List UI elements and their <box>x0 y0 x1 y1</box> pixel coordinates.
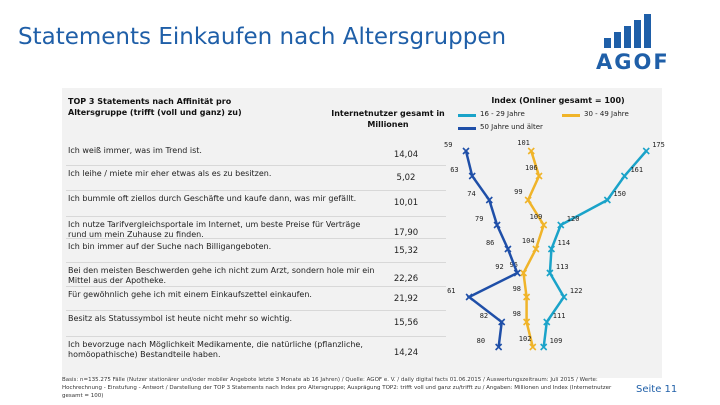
series-marker <box>540 221 548 229</box>
data-label: 161 <box>630 166 643 174</box>
statement-label: Ich bummle oft ziellos durch Geschäfte u… <box>68 194 357 203</box>
series-marker <box>560 293 568 301</box>
internetnutzer-value: 5,02 <box>396 173 416 183</box>
data-label: 102 <box>519 335 532 343</box>
data-label: 120 <box>567 215 580 223</box>
footnote: Basis: n=135.275 Fälle (Nutzer stationär… <box>62 377 612 399</box>
statement-label: Für gewöhnlich gehe ich mit einem Einkau… <box>68 290 312 299</box>
legend-line-16-29 <box>458 114 476 117</box>
series-marker <box>468 172 476 180</box>
data-label: 106 <box>525 164 538 172</box>
data-label: 104 <box>522 237 535 245</box>
page-title: Statements Einkaufen nach Altersgruppen <box>18 24 507 50</box>
internetnutzer-value: 15,56 <box>393 318 419 328</box>
statement-label: Besitz als Statussymbol ist heute nicht … <box>68 314 293 323</box>
internetnutzer-value: 17,90 <box>393 228 419 238</box>
internetnutzer-header: Internetnutzer gesamt in Millionen <box>331 109 445 129</box>
series-marker <box>543 318 551 326</box>
statement-label: Ich bevorzuge nach Möglichkeit Medikamen… <box>68 340 363 359</box>
data-label: 101 <box>517 139 530 147</box>
data-label: 74 <box>467 190 475 198</box>
legend-line-50plus <box>458 127 476 130</box>
data-label: 82 <box>480 312 488 320</box>
series-marker <box>535 172 543 180</box>
row-separator <box>66 262 446 263</box>
series-marker <box>620 172 629 180</box>
legend-label-50plus: 50 Jahre und älter <box>480 123 543 131</box>
internetnutzer-value: 15,32 <box>393 246 419 256</box>
series-marker <box>493 221 501 229</box>
row-separator <box>66 286 446 287</box>
series-marker <box>504 245 512 253</box>
data-label: 150 <box>613 190 626 198</box>
page-number: Seite 11 <box>636 384 678 395</box>
data-label: 113 <box>556 263 569 271</box>
series-marker <box>485 196 493 204</box>
data-label: 79 <box>475 215 483 223</box>
data-label: 92 <box>495 263 503 271</box>
series-marker <box>532 245 540 253</box>
series-marker <box>513 269 521 277</box>
index-header: Index (Onliner gesamt = 100) <box>491 96 625 105</box>
legend-label-16-29: 16 - 29 Jahre <box>480 110 525 118</box>
data-label: 175 <box>652 141 665 149</box>
agof-logo-icon <box>604 14 651 48</box>
internetnutzer-value: 10,01 <box>393 198 419 208</box>
series-marker <box>527 147 535 155</box>
series-marker <box>546 269 554 277</box>
statement-label: Ich weiß immer, was im Trend ist. <box>68 146 202 155</box>
series-line-1 <box>522 150 546 348</box>
data-label: 80 <box>477 337 485 345</box>
row-separator <box>66 216 446 217</box>
data-label: 98 <box>513 285 521 293</box>
row-separator <box>66 190 446 191</box>
internetnutzer-value: 22,26 <box>393 274 419 284</box>
legend-label-30-49: 30 - 49 Jahre <box>584 110 629 118</box>
data-label: 109 <box>530 213 543 221</box>
statement-label: Ich nutze Tarifvergleichsportale im Inte… <box>68 220 361 239</box>
series-marker <box>465 293 473 301</box>
statement-label: Bei den meisten Beschwerden gehe ich nic… <box>68 266 375 285</box>
series-marker <box>524 196 532 204</box>
data-label: 99 <box>514 188 522 196</box>
series-marker <box>523 318 531 326</box>
series-marker <box>557 221 565 229</box>
statement-label: Ich bin immer auf der Suche nach Billiga… <box>68 242 272 251</box>
data-label: 122 <box>570 287 583 295</box>
statement-label: Ich leihe / miete mir eher etwas als es … <box>68 169 272 178</box>
series-marker <box>642 147 650 155</box>
data-label: 63 <box>450 166 458 174</box>
data-label: 86 <box>486 239 494 247</box>
data-label: 111 <box>553 312 566 320</box>
data-label: 61 <box>447 287 455 295</box>
series-marker <box>540 343 548 351</box>
series-marker <box>498 318 506 326</box>
data-label: 114 <box>557 239 570 247</box>
row-separator <box>66 238 446 239</box>
series-marker <box>523 293 531 301</box>
internetnutzer-value: 14,04 <box>393 150 419 160</box>
series-marker <box>462 147 470 155</box>
series-marker <box>547 245 556 253</box>
statements-header: TOP 3 Statements nach Affinität pro Alte… <box>68 97 242 117</box>
series-marker <box>603 196 611 204</box>
data-label: 98 <box>513 310 521 318</box>
series-marker <box>529 343 537 351</box>
row-separator <box>66 165 446 166</box>
series-line-2 <box>464 150 519 348</box>
agof-logo-text: AGOF <box>596 50 670 74</box>
chart-panel <box>62 88 662 378</box>
row-separator <box>66 336 446 337</box>
data-label: 109 <box>550 337 563 345</box>
legend-line-30-49 <box>562 114 580 117</box>
internetnutzer-value: 21,92 <box>393 294 419 304</box>
series-marker <box>519 269 528 277</box>
internetnutzer-value: 14,24 <box>393 348 419 358</box>
row-separator <box>66 310 446 311</box>
data-label: 59 <box>444 141 452 149</box>
series-marker <box>495 343 503 351</box>
